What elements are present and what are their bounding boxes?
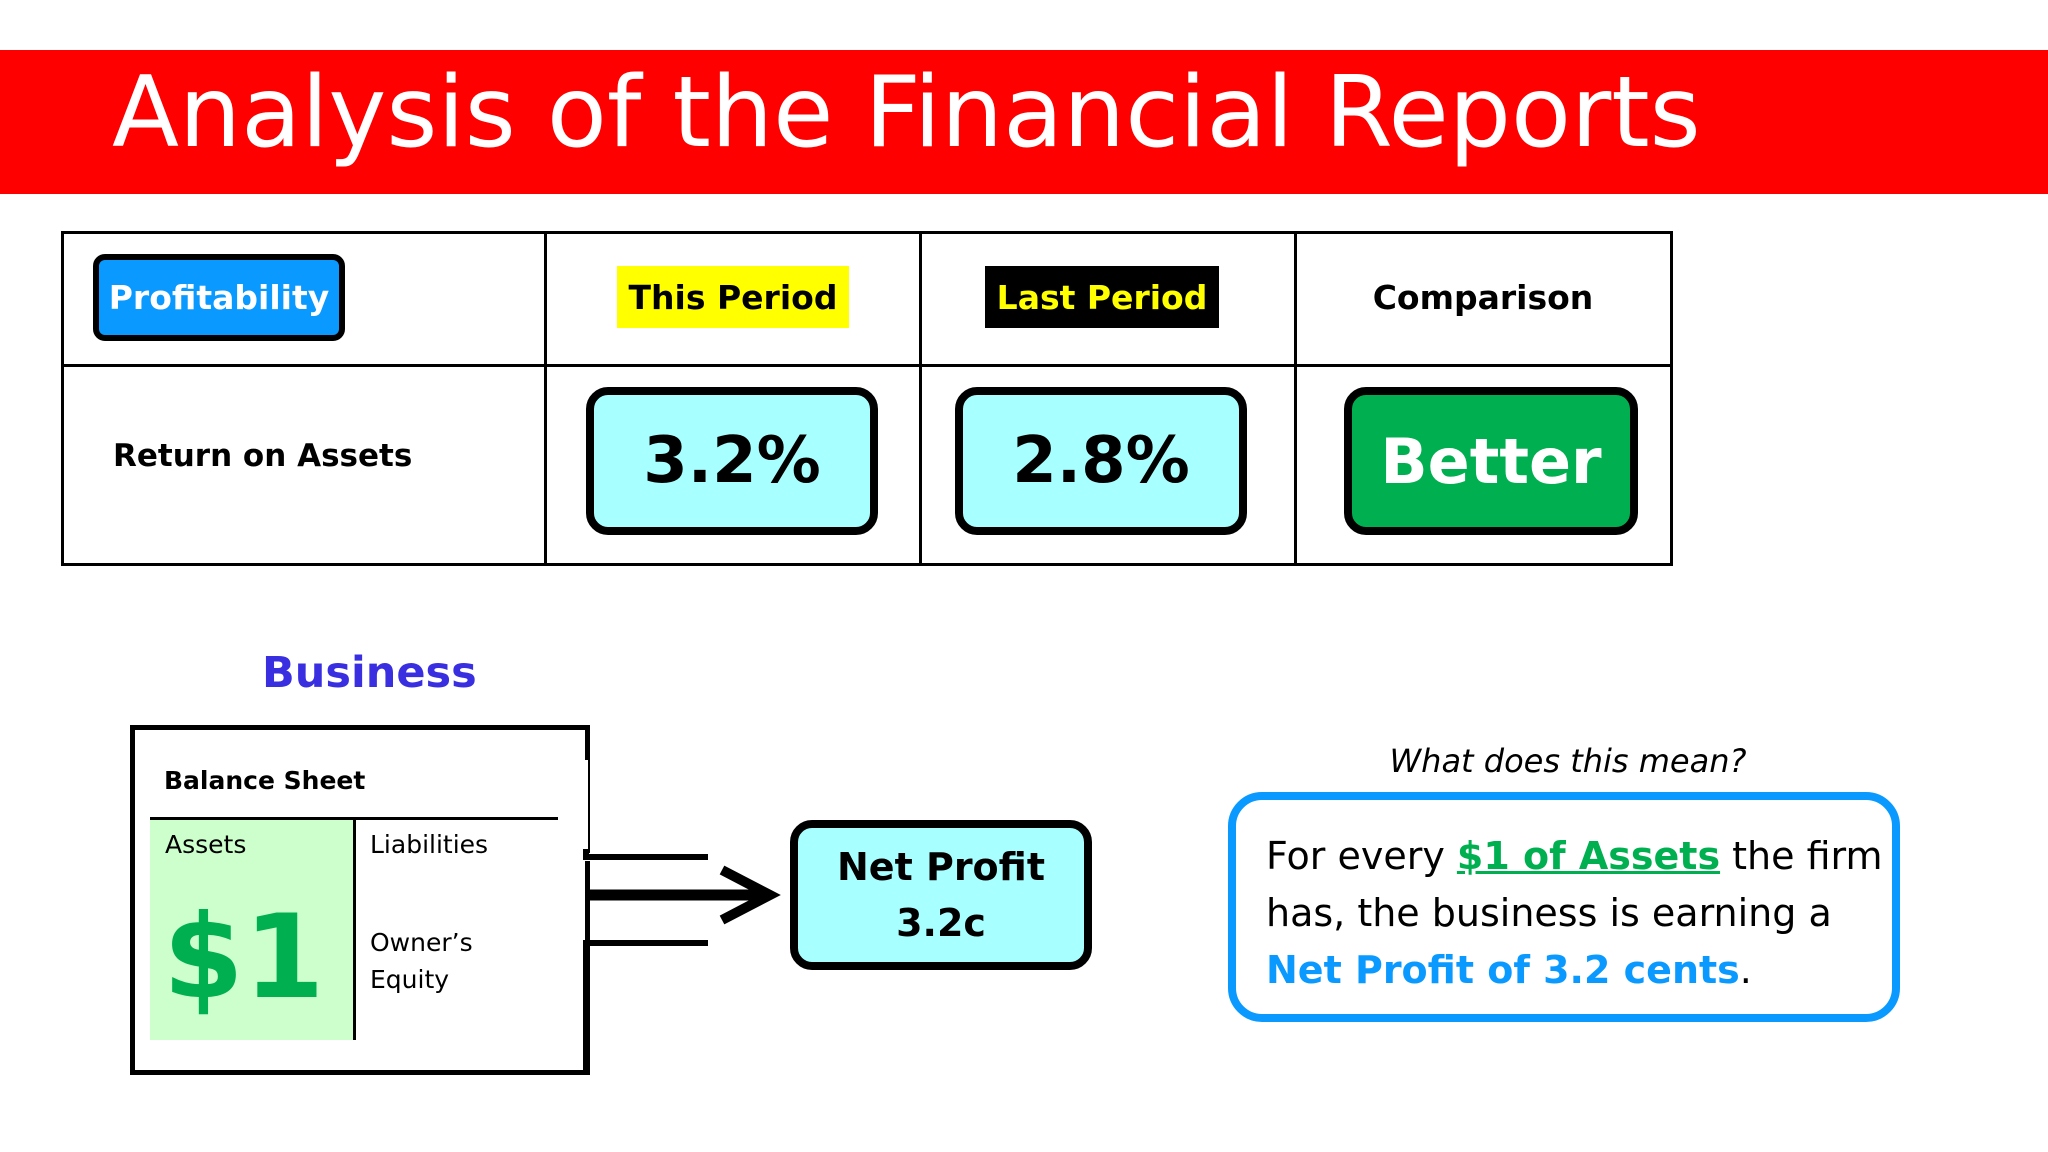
explanation-text-2: the firm has, the business is earning a (1266, 834, 1883, 935)
table-border-top (61, 231, 1673, 234)
net-profit-label: Net Profit (837, 845, 1045, 889)
channel-line-top (583, 849, 708, 860)
last-period-header: Last Period (985, 266, 1219, 328)
this-period-header: This Period (617, 266, 849, 328)
arrow-head (719, 865, 781, 925)
profitability-tag: Profitability (93, 254, 345, 341)
return-on-assets-label: Return on Assets (113, 438, 413, 474)
title-banner (0, 50, 2048, 194)
assets-label: Assets (165, 830, 247, 859)
liabilities-label: Liabilities (370, 830, 489, 859)
comparison-header: Comparison (1372, 277, 1594, 317)
table-col-divider-2 (919, 231, 922, 566)
balance-sheet-center-line (353, 820, 356, 1040)
channel-line-bottom (583, 940, 708, 1072)
explanation-question: What does this mean? (1389, 742, 1747, 780)
explanation-highlight-profit: Net Profit of 3.2 cents (1266, 948, 1740, 992)
explanation-text-3: . (1739, 948, 1752, 992)
net-profit-value: 3.2c (896, 901, 986, 945)
table-border-left (61, 231, 64, 566)
business-heading: Business (262, 648, 477, 698)
explanation-text-1: For every (1266, 834, 1457, 878)
balance-sheet-divider (150, 817, 558, 820)
this-period-value: 3.2% (586, 387, 878, 535)
channel-gap-top (580, 760, 708, 861)
balance-sheet-title: Balance Sheet (164, 766, 366, 795)
assets-column (150, 820, 353, 1040)
table-row-divider (61, 364, 1673, 367)
net-profit-box: Net Profit 3.2c (790, 820, 1092, 970)
last-period-value: 2.8% (955, 387, 1247, 535)
explanation-highlight-assets: $1 of Assets (1456, 834, 1721, 878)
table-col-divider-1 (544, 231, 547, 566)
table-col-divider-3 (1294, 231, 1297, 566)
comparison-result: Better (1344, 387, 1638, 535)
table-border-right (1670, 231, 1673, 566)
page-title: Analysis of the Financial Reports (112, 56, 1701, 170)
assets-value: $1 (163, 890, 325, 1025)
explanation-box: For every $1 of Assets the firm has, the… (1228, 792, 1900, 1022)
owners-equity-label: Owner’s Equity (370, 928, 473, 994)
table-border-bottom (61, 563, 1673, 566)
